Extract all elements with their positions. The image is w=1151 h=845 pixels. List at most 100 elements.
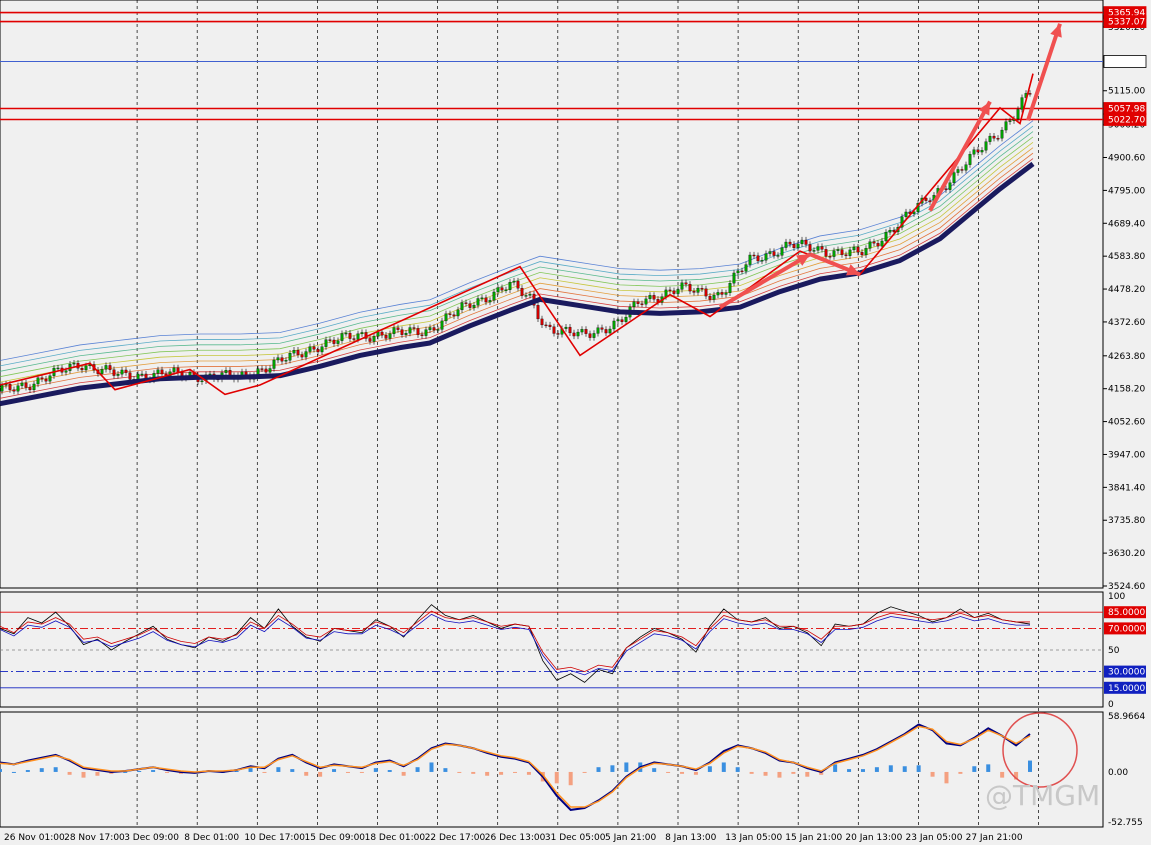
candle-body: [780, 247, 784, 256]
main-layer: [0, 11, 1103, 407]
candle-body: [720, 292, 724, 295]
candle-body: [460, 302, 464, 311]
candle-body: [340, 333, 344, 341]
candle-body: [684, 282, 688, 285]
candle-body: [320, 346, 324, 353]
y-tick-label: 4372.60: [1108, 318, 1145, 328]
momentum-histogram-bar: [624, 762, 629, 772]
momentum-histogram-bar: [137, 770, 142, 772]
momentum-histogram-bar: [471, 771, 476, 774]
oscillator-pane[interactable]: [0, 591, 1104, 708]
candle-body: [316, 349, 320, 353]
y-tick-label: 3841.40: [1108, 483, 1145, 493]
momentum-histogram-bar: [944, 771, 949, 784]
candle-body: [632, 301, 636, 308]
momentum-histogram-bar: [415, 767, 420, 772]
price-level-label: 5057.98: [1108, 105, 1145, 115]
candle-body: [1020, 97, 1024, 110]
candle-body: [924, 197, 928, 201]
momentum-histogram-bar: [833, 764, 838, 772]
price-level-tag: [1103, 55, 1147, 68]
main-pane[interactable]: [0, 0, 1104, 589]
candle-body: [224, 370, 228, 373]
candle-body: [864, 248, 868, 256]
candle-body: [524, 295, 528, 297]
candle-body: [8, 384, 12, 390]
candle-body: [668, 289, 672, 292]
oscillator-layer: [0, 604, 1103, 689]
candle-body: [480, 297, 484, 300]
candle-body: [80, 367, 84, 371]
momentum-histogram-bar: [53, 767, 58, 772]
momentum-histogram-bar: [902, 766, 907, 772]
candle-body: [108, 365, 112, 370]
candle-body: [396, 327, 400, 330]
candle-body: [972, 149, 976, 155]
candle-body: [112, 369, 116, 376]
candle-body: [496, 287, 500, 293]
candle-body: [300, 354, 304, 358]
momentum-histogram-bar: [554, 771, 559, 784]
candle-body: [44, 378, 48, 382]
candle-body: [884, 232, 888, 242]
momentum-histogram-bar: [485, 771, 490, 776]
candle-body: [552, 326, 556, 334]
momentum-histogram-bar: [819, 771, 824, 775]
momentum-tick-label: -52.755: [1108, 818, 1143, 828]
candle-body: [600, 327, 604, 330]
momentum-histogram-bar: [429, 762, 434, 772]
oscillator-level-label: 15.0000: [1108, 684, 1145, 694]
y-tick-label: 4478.20: [1108, 285, 1145, 295]
candle-body: [764, 253, 768, 261]
y-tick-label: 4900.60: [1108, 154, 1145, 164]
candle-body: [880, 240, 884, 247]
candle-body: [960, 169, 964, 171]
candle-body: [816, 246, 820, 251]
candle-body: [792, 244, 796, 249]
oscillator-tick-label: 100: [1108, 592, 1125, 602]
candle-body: [868, 241, 872, 249]
momentum-histogram-bar: [777, 771, 782, 778]
momentum-histogram-bar: [958, 771, 963, 774]
oscillator-level-tag: [1104, 622, 1146, 635]
trend-arrow-shaft: [718, 252, 812, 309]
momentum-histogram-bar: [526, 771, 531, 775]
candle-body: [704, 288, 708, 297]
oscillator-line: [0, 610, 1030, 673]
candle-body: [348, 332, 352, 339]
x-tick-label: 18 Dec 01:00: [365, 833, 426, 843]
x-tick-label: 23 Jan 05:00: [906, 833, 963, 843]
candle-body: [156, 369, 160, 374]
candle-body: [576, 331, 580, 337]
trend-arrow-head: [846, 264, 860, 276]
oscillator-level-label: 70.0000: [1108, 624, 1145, 634]
candle-body: [696, 288, 700, 293]
trend-arrow-head: [978, 101, 990, 116]
candle-body: [464, 302, 468, 304]
candle-body: [1008, 120, 1012, 122]
momentum-histogram-bar: [165, 771, 170, 773]
candle-body: [12, 389, 16, 392]
momentum-histogram-bar: [930, 771, 935, 777]
x-tick-label: 26 Dec 13:00: [485, 833, 546, 843]
candle-body: [104, 365, 108, 370]
y-tick-label: 3947.00: [1108, 450, 1145, 460]
momentum-layer: [0, 723, 1032, 811]
candle-body: [1028, 93, 1032, 95]
candle-body: [648, 295, 652, 300]
candle-body: [712, 294, 716, 300]
y-tick-label: 5115.00: [1108, 87, 1145, 97]
oscillator-tick-label: 50: [1108, 646, 1120, 656]
candle-body: [16, 385, 20, 392]
price-level-label: 5209.00: [1108, 57, 1145, 67]
watermark-text: @TMGM: [985, 779, 1100, 812]
momentum-histogram-bar: [373, 768, 378, 772]
candle-body: [344, 332, 348, 335]
price-level-label: 5022.70: [1108, 115, 1145, 125]
momentum-tick-label: 0.00: [1108, 768, 1128, 778]
momentum-histogram-bar: [81, 771, 86, 778]
momentum-line: [0, 725, 1031, 808]
candle-body: [928, 200, 932, 203]
candle-body: [24, 382, 28, 388]
momentum-pane[interactable]: [0, 711, 1104, 828]
